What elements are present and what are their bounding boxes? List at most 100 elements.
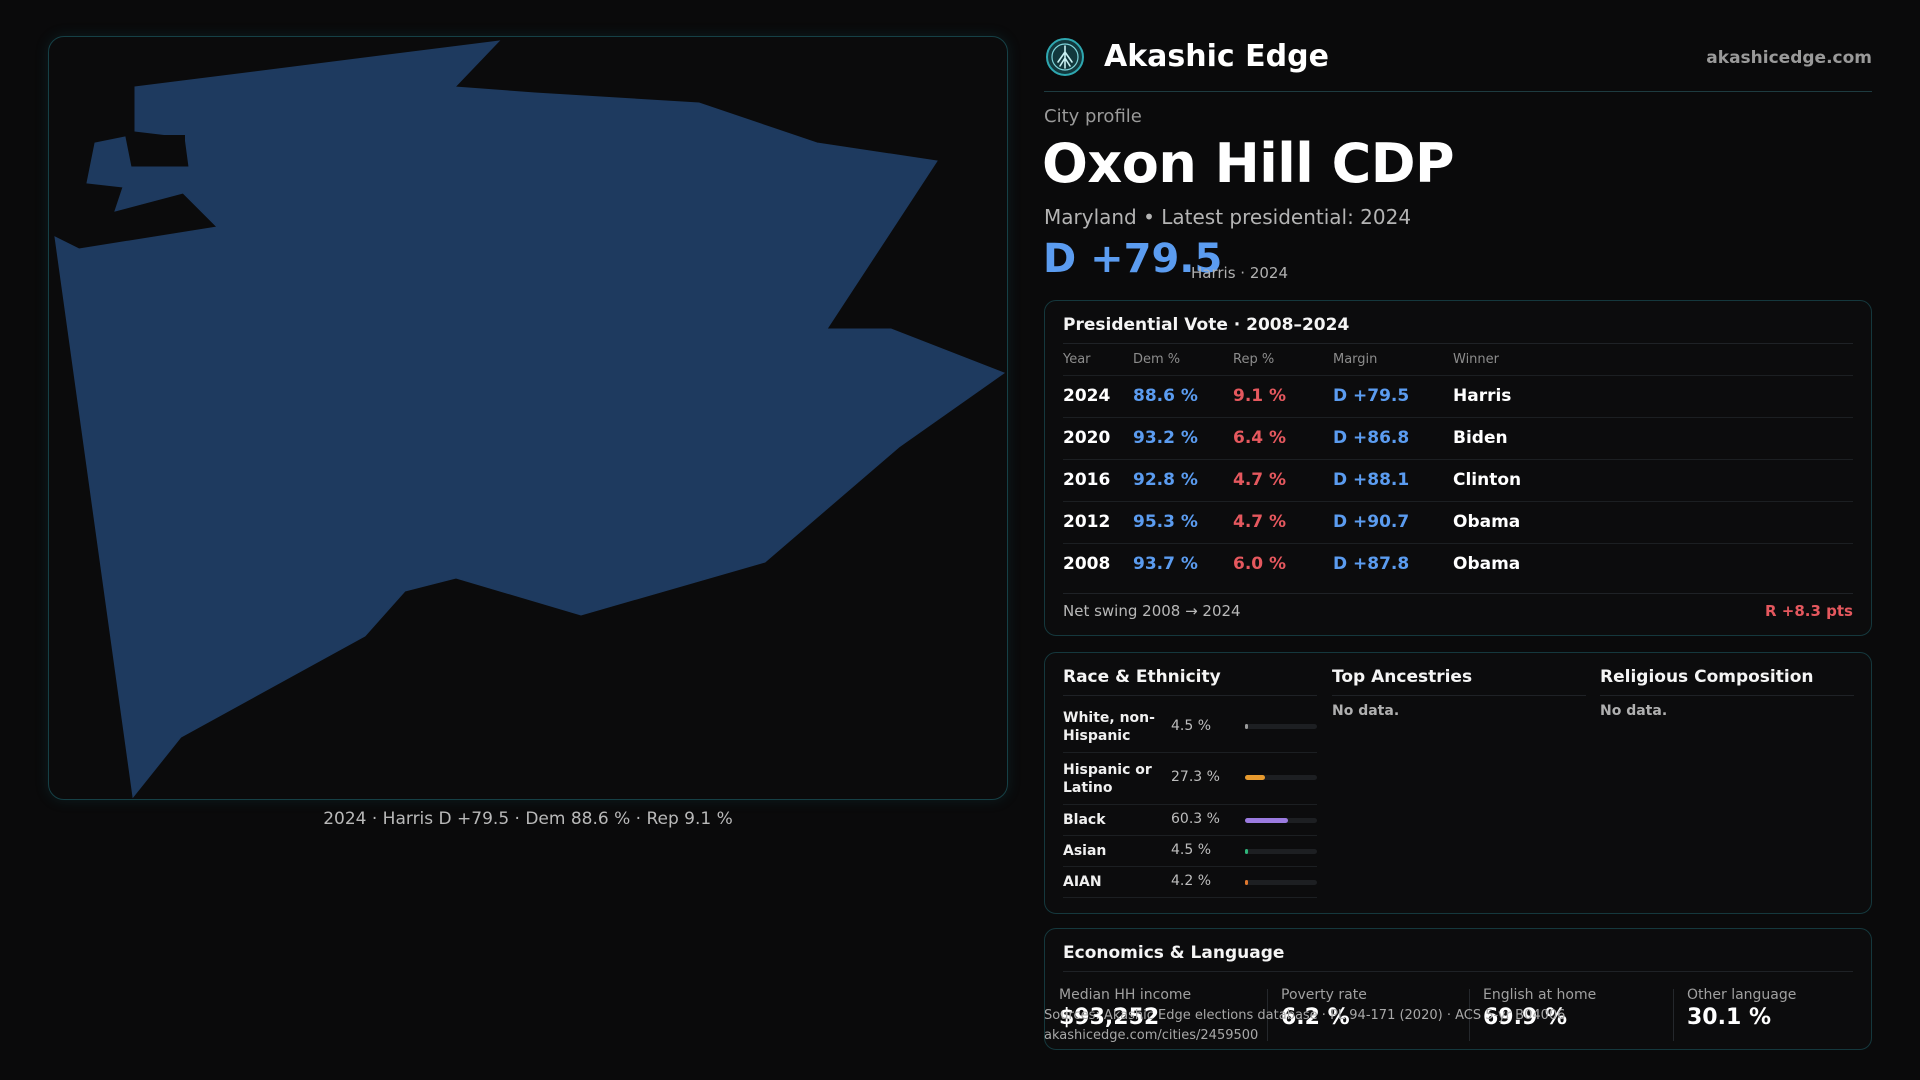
cell-winner: Clinton bbox=[1453, 470, 1522, 490]
race-label: Black bbox=[1063, 812, 1106, 828]
table-row: 2008 93.7 % 6.0 % D +87.8 Obama bbox=[1063, 543, 1853, 585]
ancestries-title: Top Ancestries bbox=[1332, 667, 1473, 687]
race-row: White, non-Hispanic 4.5 % bbox=[1063, 703, 1317, 753]
cell-margin: D +86.8 bbox=[1333, 428, 1410, 448]
race-bar-track bbox=[1245, 880, 1317, 885]
table-row: 2024 88.6 % 9.1 % D +79.5 Harris bbox=[1063, 375, 1853, 417]
cell-rep: 4.7 % bbox=[1233, 512, 1287, 532]
race-bar-fill bbox=[1245, 724, 1249, 729]
brand-name[interactable]: Akashic Edge bbox=[1104, 39, 1329, 74]
stat-value: 6.2 % bbox=[1281, 1005, 1350, 1030]
divider bbox=[1600, 695, 1854, 696]
race-ethnicity-column: Race & Ethnicity White, non-Hispanic 4.5… bbox=[1063, 653, 1317, 913]
stat-label: Other language bbox=[1687, 987, 1797, 1003]
source-link[interactable]: akashicedge.com/cities/2459500 bbox=[1044, 1028, 1259, 1043]
map-caption: 2024 · Harris D +79.5 · Dem 88.6 % · Rep… bbox=[323, 809, 733, 829]
city-boundary-map bbox=[54, 40, 1006, 799]
demographics-card: Race & Ethnicity White, non-Hispanic 4.5… bbox=[1044, 652, 1872, 914]
presidential-vote-card: Presidential Vote · 2008–2024 Year Dem %… bbox=[1044, 300, 1872, 636]
race-label: White, non-Hispanic bbox=[1063, 710, 1155, 744]
map-panel[interactable] bbox=[48, 36, 1008, 800]
stat-value: 69.9 % bbox=[1483, 1005, 1567, 1030]
cell-dem: 93.2 % bbox=[1133, 428, 1198, 448]
ancestries-empty: No data. bbox=[1332, 703, 1400, 719]
race-percent: 27.3 % bbox=[1171, 769, 1220, 785]
cell-dem: 88.6 % bbox=[1133, 386, 1198, 406]
cell-margin: D +90.7 bbox=[1333, 512, 1410, 532]
race-bar-track bbox=[1245, 775, 1317, 780]
race-row: Black 60.3 % bbox=[1063, 805, 1317, 836]
map-hole bbox=[137, 135, 185, 165]
race-label: Asian bbox=[1063, 843, 1107, 859]
net-swing-value: R +8.3 pts bbox=[1765, 602, 1853, 620]
presidential-vote-title: Presidential Vote · 2008–2024 bbox=[1063, 315, 1350, 335]
cell-rep: 6.4 % bbox=[1233, 428, 1287, 448]
religion-column: Religious Composition No data. bbox=[1600, 653, 1854, 913]
header-winner: Winner bbox=[1453, 352, 1500, 367]
cell-year: 2012 bbox=[1063, 512, 1111, 532]
divider bbox=[1063, 593, 1853, 594]
divider bbox=[1673, 989, 1674, 1041]
divider bbox=[1469, 989, 1470, 1041]
headline-margin: D +79.5 bbox=[1043, 236, 1223, 282]
race-bar-fill bbox=[1245, 849, 1249, 854]
religion-title: Religious Composition bbox=[1600, 667, 1814, 687]
cell-winner: Obama bbox=[1453, 512, 1521, 532]
race-percent: 4.5 % bbox=[1171, 718, 1212, 734]
cell-winner: Obama bbox=[1453, 554, 1521, 574]
stat-value: $93,252 bbox=[1059, 1005, 1160, 1030]
stat-other-language: Other language 30.1 % bbox=[1673, 987, 1859, 1041]
cell-rep: 4.7 % bbox=[1233, 470, 1287, 490]
header-margin: Margin bbox=[1333, 352, 1378, 367]
religion-empty: No data. bbox=[1600, 703, 1668, 719]
cell-year: 2008 bbox=[1063, 554, 1111, 574]
race-bar-track bbox=[1245, 724, 1317, 729]
brand-header: Akashic Edge akashicedge.com bbox=[1044, 36, 1872, 92]
economics-card: Economics & Language Median HH income $9… bbox=[1044, 928, 1872, 1050]
page-kicker: City profile bbox=[1044, 106, 1142, 127]
cell-margin: D +87.8 bbox=[1333, 554, 1410, 574]
table-row: 2016 92.8 % 4.7 % D +88.1 Clinton bbox=[1063, 459, 1853, 501]
cell-dem: 93.7 % bbox=[1133, 554, 1198, 574]
compass-tree-logo-icon bbox=[1046, 38, 1084, 76]
stat-value: 30.1 % bbox=[1687, 1005, 1771, 1030]
divider bbox=[1063, 343, 1853, 344]
race-percent: 60.3 % bbox=[1171, 811, 1220, 827]
divider bbox=[1332, 695, 1586, 696]
race-bar-track bbox=[1245, 818, 1317, 823]
cell-margin: D +88.1 bbox=[1333, 470, 1410, 490]
cell-year: 2020 bbox=[1063, 428, 1111, 448]
source-footnote: Sources: Akashic Edge elections database… bbox=[1044, 1006, 1565, 1046]
header-rep: Rep % bbox=[1233, 352, 1275, 367]
stat-poverty-rate: Poverty rate 6.2 % bbox=[1267, 987, 1453, 1041]
cell-winner: Biden bbox=[1453, 428, 1508, 448]
header-year: Year bbox=[1063, 352, 1091, 367]
race-row: AIAN 4.2 % bbox=[1063, 867, 1317, 898]
divider bbox=[1063, 971, 1853, 972]
table-row: 2012 95.3 % 4.7 % D +90.7 Obama bbox=[1063, 501, 1853, 543]
stat-label: Poverty rate bbox=[1281, 987, 1367, 1003]
page-title: Oxon Hill CDP bbox=[1042, 132, 1455, 195]
race-percent: 4.2 % bbox=[1171, 873, 1212, 889]
race-percent: 4.5 % bbox=[1171, 842, 1212, 858]
cell-year: 2016 bbox=[1063, 470, 1111, 490]
cell-margin: D +79.5 bbox=[1333, 386, 1410, 406]
cell-rep: 6.0 % bbox=[1233, 554, 1287, 574]
race-row: Asian 4.5 % bbox=[1063, 836, 1317, 867]
race-bar-track bbox=[1245, 849, 1317, 854]
source-text: Sources: Akashic Edge elections database… bbox=[1044, 1008, 1566, 1023]
stat-median-income: Median HH income $93,252 bbox=[1045, 987, 1231, 1041]
page-subhead: Maryland • Latest presidential: 2024 bbox=[1044, 205, 1412, 229]
cell-year: 2024 bbox=[1063, 386, 1111, 406]
headline-margin-note: Harris · 2024 bbox=[1191, 264, 1289, 282]
brand-url-link[interactable]: akashicedge.com bbox=[1706, 48, 1872, 68]
city-boundary-shape[interactable] bbox=[54, 40, 1006, 799]
race-bar-fill bbox=[1245, 880, 1249, 885]
divider bbox=[1267, 989, 1268, 1041]
race-ethnicity-title: Race & Ethnicity bbox=[1063, 667, 1221, 687]
race-bar-fill bbox=[1245, 775, 1265, 780]
stat-english-at-home: English at home 69.9 % bbox=[1469, 987, 1655, 1041]
race-bar-fill bbox=[1245, 818, 1289, 823]
net-swing-label: Net swing 2008 → 2024 bbox=[1063, 602, 1241, 620]
cell-dem: 92.8 % bbox=[1133, 470, 1198, 490]
